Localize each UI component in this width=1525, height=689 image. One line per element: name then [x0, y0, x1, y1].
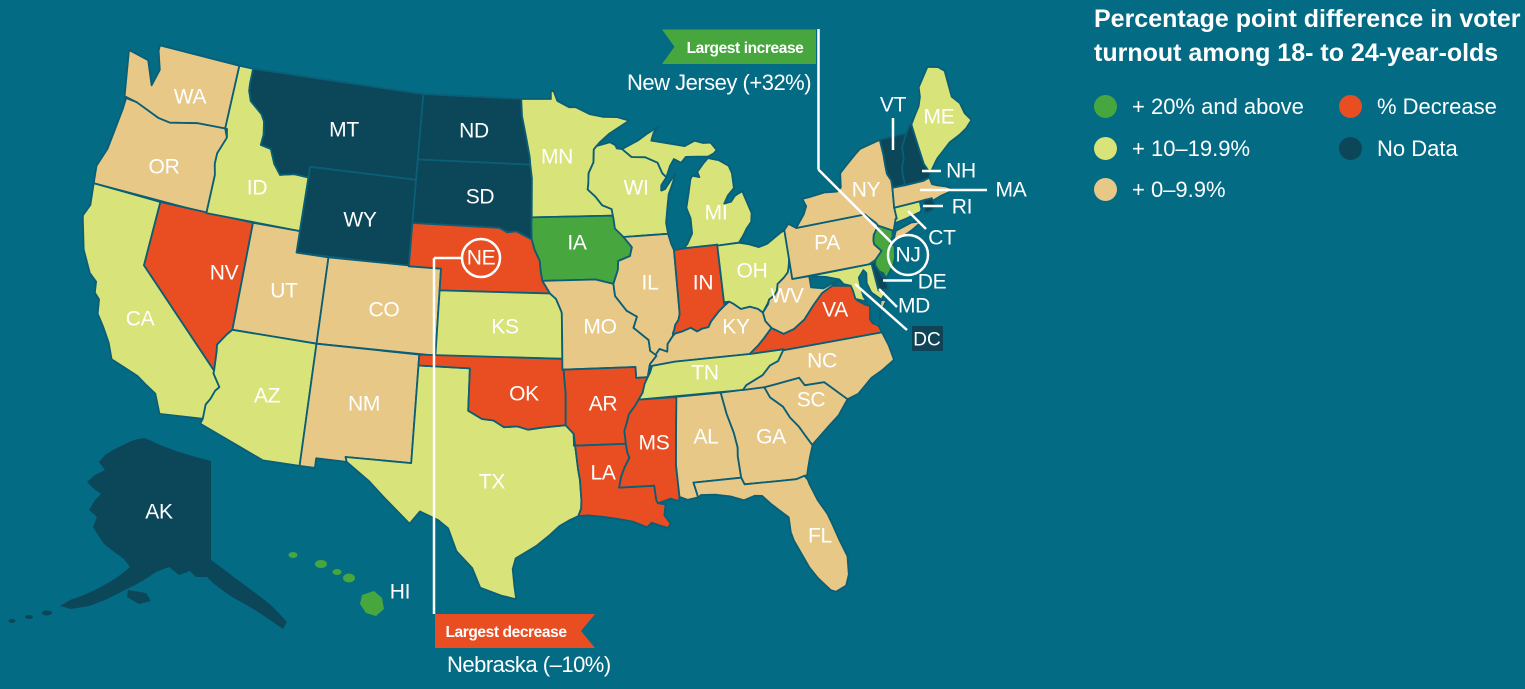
svg-text:ME: ME — [924, 106, 955, 129]
svg-text:NM: NM — [348, 393, 380, 416]
svg-text:MA: MA — [996, 179, 1027, 202]
svg-text:ID: ID — [247, 177, 268, 200]
svg-text:VA: VA — [822, 299, 848, 322]
svg-text:UT: UT — [270, 280, 298, 303]
svg-text:TX: TX — [479, 471, 506, 494]
svg-text:MN: MN — [541, 146, 573, 169]
svg-text:OR: OR — [149, 156, 180, 179]
svg-text:HI: HI — [390, 581, 410, 604]
svg-text:RI: RI — [952, 196, 972, 219]
svg-text:MD: MD — [898, 295, 930, 318]
svg-text:TN: TN — [691, 362, 718, 385]
svg-text:IN: IN — [693, 272, 713, 295]
svg-text:SD: SD — [466, 186, 495, 209]
svg-text:MT: MT — [329, 119, 359, 142]
svg-text:NE: NE — [467, 247, 496, 270]
svg-text:IA: IA — [567, 232, 587, 255]
svg-text:NV: NV — [210, 262, 239, 285]
svg-text:WI: WI — [623, 177, 648, 200]
svg-text:IL: IL — [642, 272, 659, 295]
svg-text:OK: OK — [509, 383, 539, 406]
svg-text:NY: NY — [852, 179, 881, 202]
svg-text:AK: AK — [145, 501, 173, 524]
svg-text:NJ: NJ — [895, 244, 920, 267]
svg-text:SC: SC — [797, 389, 826, 412]
svg-text:Nebraska (–10%): Nebraska (–10%) — [447, 652, 611, 677]
svg-text:MI: MI — [705, 202, 728, 225]
svg-text:NC: NC — [807, 350, 837, 373]
svg-text:FL: FL — [808, 525, 832, 548]
svg-text:WA: WA — [174, 86, 207, 109]
svg-text:NH: NH — [946, 160, 976, 183]
svg-text:AR: AR — [589, 393, 618, 416]
svg-text:AZ: AZ — [254, 385, 281, 408]
svg-text:OH: OH — [737, 260, 768, 283]
svg-text:VT: VT — [880, 94, 907, 117]
svg-text:New Jersey (+32%): New Jersey (+32%) — [627, 70, 811, 95]
svg-text:Largest decrease: Largest decrease — [445, 624, 567, 641]
svg-text:WV: WV — [770, 285, 804, 308]
svg-text:PA: PA — [814, 232, 840, 255]
svg-text:LA: LA — [590, 462, 615, 485]
svg-text:CA: CA — [126, 308, 155, 331]
svg-text:MO: MO — [583, 316, 616, 339]
svg-text:CO: CO — [369, 299, 400, 322]
svg-text:Largest increase: Largest increase — [687, 40, 805, 57]
svg-text:GA: GA — [756, 426, 786, 449]
svg-text:MS: MS — [639, 432, 670, 455]
svg-text:KS: KS — [491, 316, 519, 339]
svg-text:ND: ND — [459, 120, 489, 143]
svg-text:WY: WY — [343, 209, 377, 232]
svg-text:DC: DC — [913, 330, 940, 351]
svg-text:AL: AL — [693, 426, 718, 449]
svg-text:DE: DE — [918, 271, 947, 294]
svg-text:CT: CT — [928, 227, 956, 250]
svg-text:KY: KY — [722, 316, 750, 339]
